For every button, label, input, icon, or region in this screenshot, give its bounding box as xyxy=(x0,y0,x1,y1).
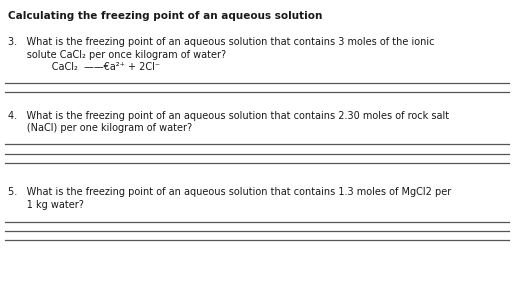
Text: 4.   What is the freezing point of an aqueous solution that contains 2.30 moles : 4. What is the freezing point of an aque… xyxy=(8,111,449,121)
Text: 1 kg water?: 1 kg water? xyxy=(8,200,84,210)
Text: (NaCl) per one kilogram of water?: (NaCl) per one kilogram of water? xyxy=(8,123,192,134)
Text: solute CaCl₂ per once kilogram of water?: solute CaCl₂ per once kilogram of water? xyxy=(8,50,226,60)
Text: Calculating the freezing point of an aqueous solution: Calculating the freezing point of an aqu… xyxy=(8,11,322,21)
Text: CaCl₂  ——€a²⁺ + 2Cl⁻: CaCl₂ ——€a²⁺ + 2Cl⁻ xyxy=(8,62,160,72)
Text: 3.   What is the freezing point of an aqueous solution that contains 3 moles of : 3. What is the freezing point of an aque… xyxy=(8,37,434,47)
Text: 5.   What is the freezing point of an aqueous solution that contains 1.3 moles o: 5. What is the freezing point of an aque… xyxy=(8,187,451,197)
